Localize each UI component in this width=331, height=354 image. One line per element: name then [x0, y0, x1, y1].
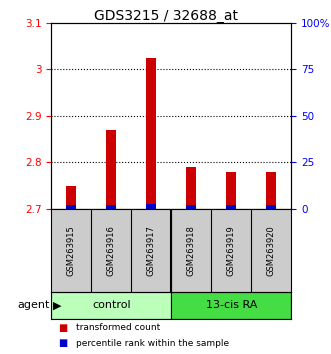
Bar	[106, 130, 116, 209]
Text: GSM263919: GSM263919	[227, 225, 236, 276]
Bar	[211, 23, 251, 209]
Text: percentile rank within the sample: percentile rank within the sample	[76, 339, 229, 348]
Bar	[266, 205, 276, 209]
Bar	[226, 205, 236, 209]
Bar	[171, 292, 291, 319]
Bar	[66, 205, 76, 209]
Text: ■: ■	[58, 338, 67, 348]
Bar	[66, 185, 76, 209]
Bar	[91, 23, 131, 209]
Bar	[91, 23, 131, 209]
Bar	[146, 204, 156, 209]
Text: GSM263918: GSM263918	[187, 225, 196, 276]
Bar	[51, 23, 91, 209]
Bar	[51, 292, 171, 319]
Bar	[51, 23, 91, 209]
Bar	[211, 23, 251, 209]
Text: GSM263917: GSM263917	[147, 225, 156, 276]
Text: 13-cis RA: 13-cis RA	[206, 300, 257, 310]
Bar	[226, 172, 236, 209]
Text: GSM263916: GSM263916	[107, 225, 116, 276]
Bar	[171, 23, 211, 209]
Bar	[251, 23, 291, 209]
Text: ▶: ▶	[53, 300, 62, 310]
Bar	[106, 205, 116, 209]
Bar	[131, 23, 171, 209]
Bar	[186, 205, 196, 209]
Text: GDS3215 / 32688_at: GDS3215 / 32688_at	[93, 9, 238, 23]
Bar	[186, 167, 196, 209]
Bar	[171, 23, 211, 209]
Text: transformed count: transformed count	[76, 323, 161, 332]
Text: control: control	[92, 300, 131, 310]
Text: GSM263915: GSM263915	[67, 225, 76, 276]
Text: GSM263920: GSM263920	[267, 225, 276, 276]
Bar	[131, 23, 171, 209]
Text: agent: agent	[17, 300, 50, 310]
Bar	[146, 58, 156, 209]
Bar	[251, 23, 291, 209]
Bar	[266, 172, 276, 209]
Text: ■: ■	[58, 322, 67, 332]
